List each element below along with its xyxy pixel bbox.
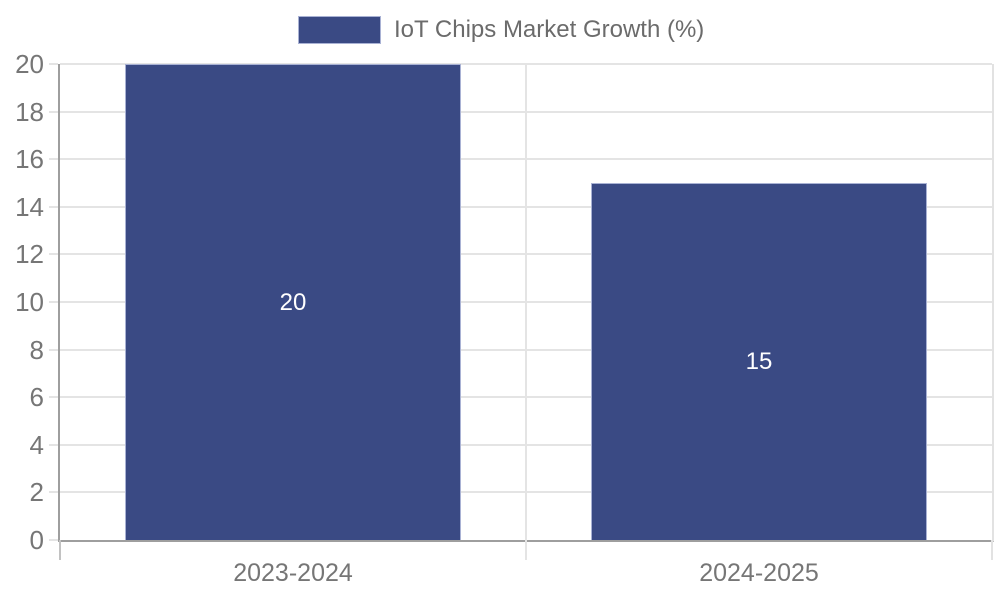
y-tick-mark [49, 253, 58, 256]
x-tick-label: 2023-2024 [233, 559, 353, 587]
category-separator-gridline [525, 64, 527, 540]
y-tick-label: 18 [15, 96, 44, 127]
y-tick-mark [49, 443, 58, 446]
y-tick-label: 4 [29, 429, 44, 460]
y-tick-mark [49, 205, 58, 208]
y-tick-label: 12 [15, 239, 44, 270]
y-tick-label: 0 [29, 525, 44, 555]
y-tick-mark [49, 539, 58, 541]
y-tick-label: 16 [15, 144, 44, 175]
plot-area: 0 2 4 6 8 10 12 14 16 18 20 20 2023-2024 15 2024-2025 [15, 51, 994, 586]
bar: 20 [125, 64, 461, 540]
bar-value-label: 20 [279, 288, 307, 316]
legend-swatch [298, 16, 381, 44]
x-tick-label: 2024-2025 [699, 559, 819, 587]
bar: 15 [591, 183, 927, 540]
y-tick-mark [49, 158, 58, 161]
bar-value-label: 15 [745, 348, 773, 375]
y-tick-label: 8 [29, 334, 44, 365]
y-tick-mark [49, 63, 58, 65]
y-tick-label: 10 [15, 287, 44, 317]
legend: IoT Chips Market Growth (%) [298, 16, 704, 44]
y-tick-label: 20 [15, 49, 44, 79]
y-tick-label: 2 [29, 477, 44, 508]
x-tick-mark [59, 540, 61, 560]
x-tick-mark [525, 540, 527, 560]
y-tick-mark [49, 348, 58, 351]
y-tick-mark [49, 301, 58, 303]
y-tick-mark [49, 396, 58, 399]
y-tick-label: 6 [29, 382, 44, 413]
y-tick-label: 14 [15, 191, 44, 222]
legend-label: IoT Chips Market Growth (%) [394, 16, 705, 43]
y-tick-mark [49, 491, 58, 494]
x-tick-mark [991, 540, 993, 560]
y-tick-mark [49, 110, 58, 113]
